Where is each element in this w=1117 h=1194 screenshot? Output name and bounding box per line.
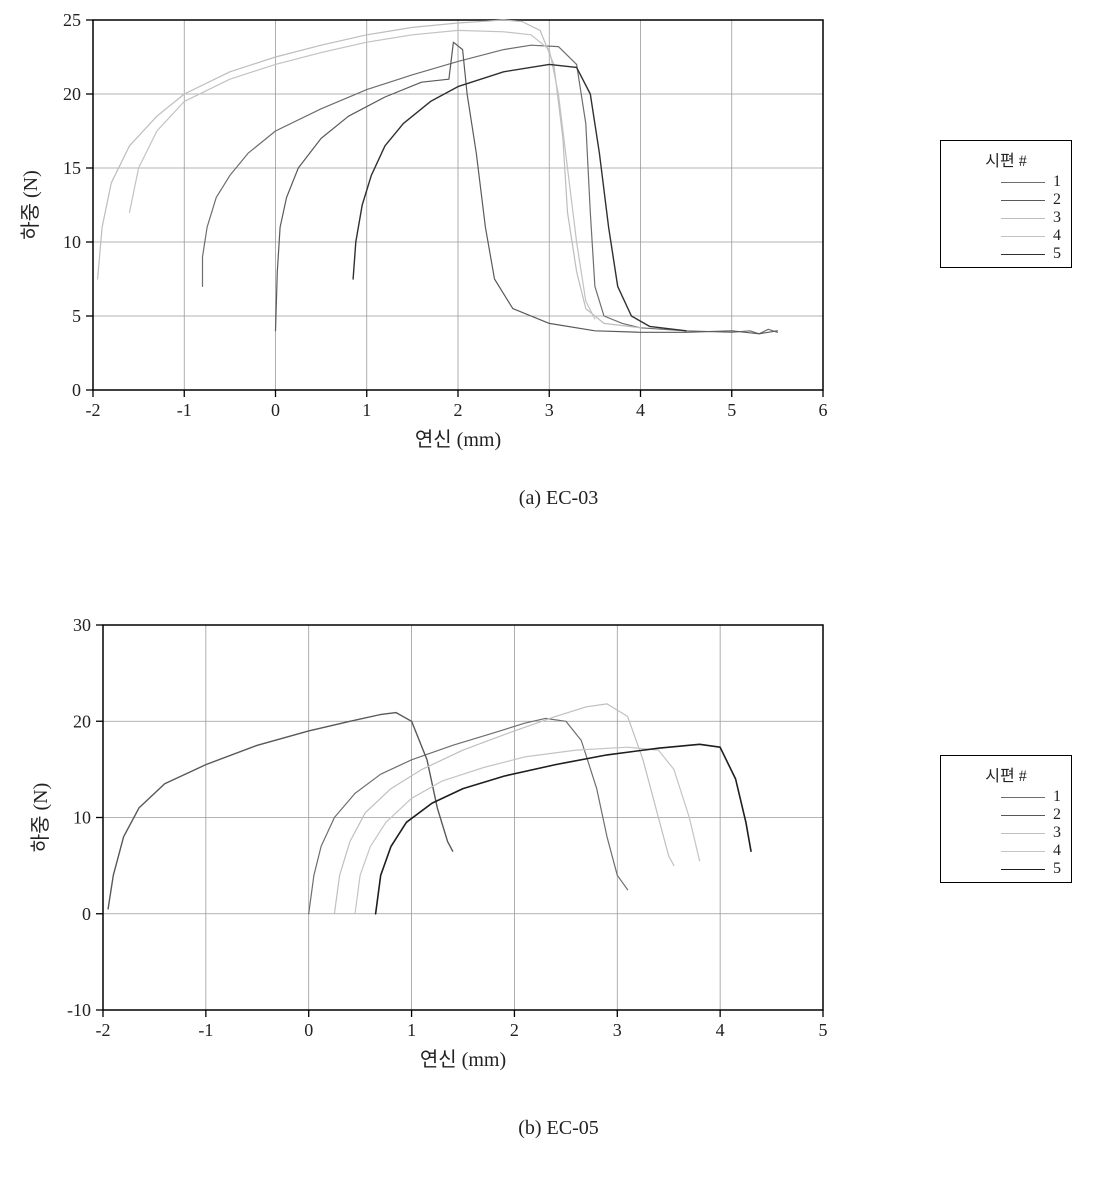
legend-row: 1 <box>951 788 1061 806</box>
svg-text:4: 4 <box>716 1020 725 1040</box>
legend-swatch <box>1001 797 1045 798</box>
legend-swatch <box>1001 869 1045 870</box>
legend-swatch <box>1001 815 1045 816</box>
legend-label: 1 <box>1053 788 1061 806</box>
legend-label: 5 <box>1053 860 1061 878</box>
legend-swatch <box>1001 851 1045 852</box>
svg-text:5: 5 <box>819 1020 828 1040</box>
svg-text:하중 (N): 하중 (N) <box>29 783 52 853</box>
legend-row: 5 <box>951 860 1061 878</box>
svg-text:연신 (mm): 연신 (mm) <box>420 1048 506 1071</box>
legend-title: 시편 # <box>951 762 1061 786</box>
svg-text:0: 0 <box>82 904 91 924</box>
legend-row: 4 <box>951 842 1061 860</box>
svg-text:20: 20 <box>73 711 91 731</box>
svg-text:-2: -2 <box>96 1020 111 1040</box>
svg-text:2: 2 <box>510 1020 519 1040</box>
chart-ec05-svg: -2-1012345-100102030연신 (mm)하중 (N) <box>0 0 1117 1194</box>
chart-ec05-legend: 시편 # 1 2 3 4 5 <box>940 755 1072 883</box>
svg-text:30: 30 <box>73 615 91 635</box>
svg-text:10: 10 <box>73 808 91 828</box>
svg-text:1: 1 <box>407 1020 416 1040</box>
svg-text:-10: -10 <box>67 1000 91 1020</box>
legend-row: 2 <box>951 806 1061 824</box>
legend-label: 3 <box>1053 824 1061 842</box>
legend-row: 3 <box>951 824 1061 842</box>
legend-label: 4 <box>1053 842 1061 860</box>
svg-text:0: 0 <box>304 1020 313 1040</box>
legend-label: 2 <box>1053 806 1061 824</box>
svg-text:-1: -1 <box>198 1020 213 1040</box>
caption-ec05: (b) EC-05 <box>0 1117 1117 1140</box>
legend-swatch <box>1001 833 1045 834</box>
svg-text:3: 3 <box>613 1020 622 1040</box>
